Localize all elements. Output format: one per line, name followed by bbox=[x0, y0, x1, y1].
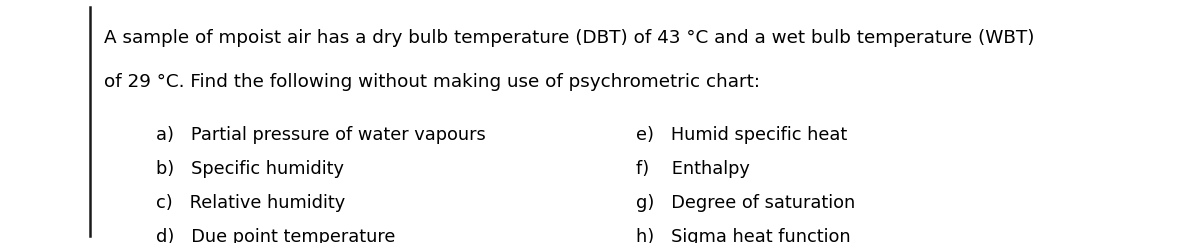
Text: A sample of mpoist air has a dry bulb temperature (DBT) of 43 °C and a wet bulb : A sample of mpoist air has a dry bulb te… bbox=[104, 29, 1034, 47]
Text: h)   Sigma heat function: h) Sigma heat function bbox=[636, 228, 851, 243]
Text: d)   Due point temperature: d) Due point temperature bbox=[156, 228, 395, 243]
Text: e)   Humid specific heat: e) Humid specific heat bbox=[636, 126, 847, 144]
Text: b)   Specific humidity: b) Specific humidity bbox=[156, 160, 344, 178]
Text: of 29 °C. Find the following without making use of psychrometric chart:: of 29 °C. Find the following without mak… bbox=[104, 73, 761, 91]
Text: f)    Enthalpy: f) Enthalpy bbox=[636, 160, 750, 178]
Text: c)   Relative humidity: c) Relative humidity bbox=[156, 194, 346, 212]
Text: a)   Partial pressure of water vapours: a) Partial pressure of water vapours bbox=[156, 126, 486, 144]
Text: g)   Degree of saturation: g) Degree of saturation bbox=[636, 194, 856, 212]
